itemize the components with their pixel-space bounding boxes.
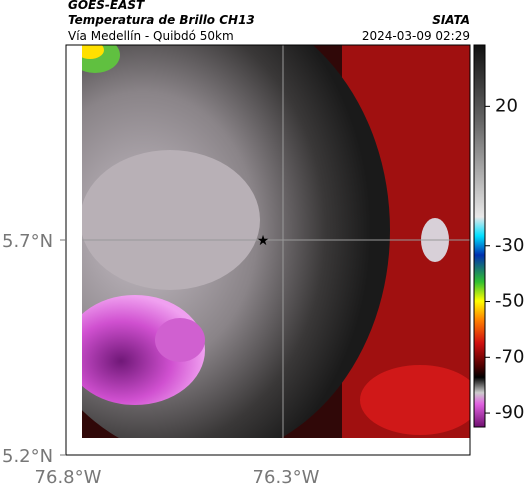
lon-label: 76.8°W: [35, 467, 102, 488]
colorbar: [473, 44, 486, 428]
colorbar-tick-label: -30: [495, 235, 524, 256]
lat-label: 5.2°N: [2, 446, 53, 467]
colorbar-tick-label: 20: [495, 95, 518, 116]
colorbar-tick-label: -90: [495, 402, 524, 423]
colorbar-tick-label: -50: [495, 291, 524, 312]
lon-label: 76.3°W: [253, 467, 320, 488]
org: SIATA: [432, 13, 470, 27]
datetime: 2024-03-09 02:29: [362, 29, 470, 43]
source: GOES-EAST: [68, 0, 145, 12]
colorbar-tick-label: -70: [495, 346, 524, 367]
subtitle: Vía Medellín - Quibdó 50km: [68, 29, 234, 43]
lat-label: 5.7°N: [2, 231, 53, 252]
svg-text:★: ★: [257, 233, 270, 249]
title: Temperatura de Brillo CH13: [68, 13, 255, 27]
satellite-image: ★: [82, 45, 470, 438]
